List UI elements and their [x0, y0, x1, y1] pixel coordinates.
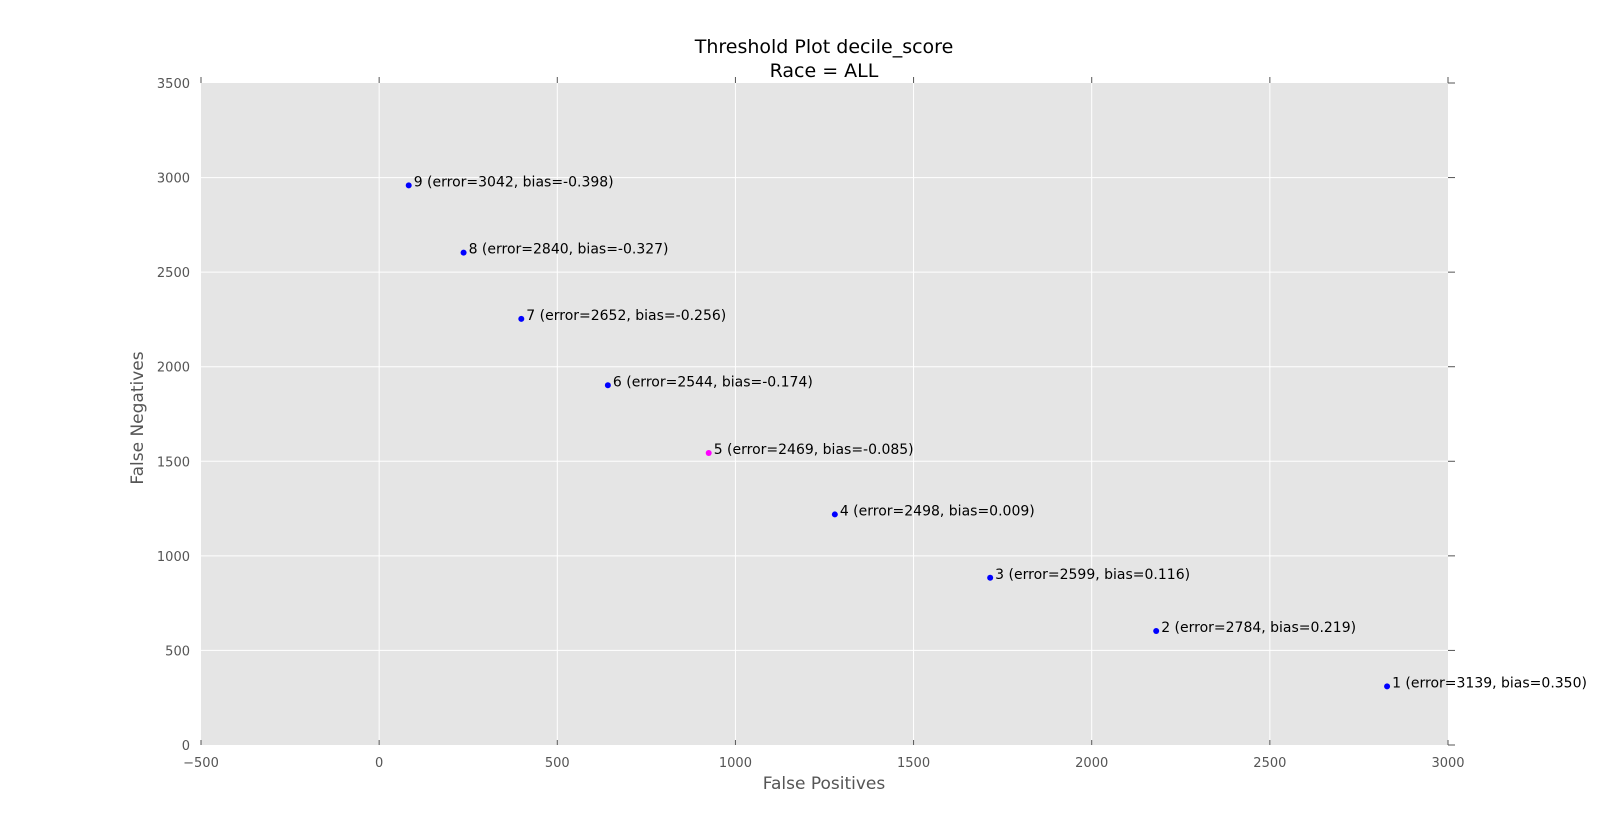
tick-labels: −500 0 500 1000 1500 2000 2500 3000 0 500 1000 1500… [157, 77, 1465, 771]
data-point [1384, 683, 1391, 690]
data-point-label: 9 (error=3042, bias=-0.398) [414, 174, 614, 190]
x-tick-label: 500 [545, 756, 570, 771]
grid-lines [201, 83, 1448, 745]
x-tick-label: 1500 [897, 756, 930, 771]
data-point-label: 1 (error=3139, bias=0.350) [1392, 675, 1587, 691]
y-tick-label: 2000 [157, 361, 190, 376]
data-point [518, 315, 525, 322]
plot-area [201, 83, 1448, 745]
y-tick-label: 0 [182, 739, 190, 754]
x-tick-label: 1000 [719, 756, 752, 771]
chart-title: Threshold Plot decile_score [694, 36, 954, 58]
data-point-label: 3 (error=2599, bias=0.116) [995, 567, 1190, 583]
x-tick-label: 0 [375, 756, 383, 771]
data-point-label: 8 (error=2840, bias=-0.327) [469, 242, 669, 258]
point-labels: 9 (error=3042, bias=-0.398) 8 (error=2840… [414, 174, 1587, 691]
data-point [460, 249, 467, 256]
data-point-label: 2 (error=2784, bias=0.219) [1161, 620, 1356, 636]
x-axis-label: False Positives [763, 774, 886, 794]
x-tick-label: 2000 [1075, 756, 1108, 771]
data-point [405, 182, 412, 189]
y-tick-label: 500 [165, 644, 190, 659]
y-tick-label: 3500 [157, 77, 190, 92]
data-point [831, 511, 838, 518]
x-tick-label: 2500 [1253, 756, 1286, 771]
y-tick-label: 2500 [157, 266, 190, 281]
y-tick-label: 1500 [157, 455, 190, 470]
data-points [405, 182, 1391, 690]
data-point-label: 7 (error=2652, bias=-0.256) [526, 308, 726, 324]
data-point-label: 5 (error=2469, bias=-0.085) [714, 442, 914, 458]
chart-subtitle: Race = ALL [770, 60, 879, 82]
highlighted-data-point [705, 449, 712, 456]
data-point [987, 574, 994, 581]
data-point-label: 4 (error=2498, bias=0.009) [840, 503, 1035, 519]
data-point [604, 382, 611, 389]
y-tick-label: 3000 [157, 172, 190, 187]
y-axis-label: False Negatives [128, 351, 148, 484]
x-tick-label: −500 [183, 756, 219, 771]
axis-ticks [200, 77, 1455, 746]
y-tick-label: 1000 [157, 550, 190, 565]
data-point-label: 6 (error=2544, bias=-0.174) [613, 374, 813, 390]
x-tick-label: 3000 [1431, 756, 1464, 771]
data-point [1153, 627, 1160, 634]
